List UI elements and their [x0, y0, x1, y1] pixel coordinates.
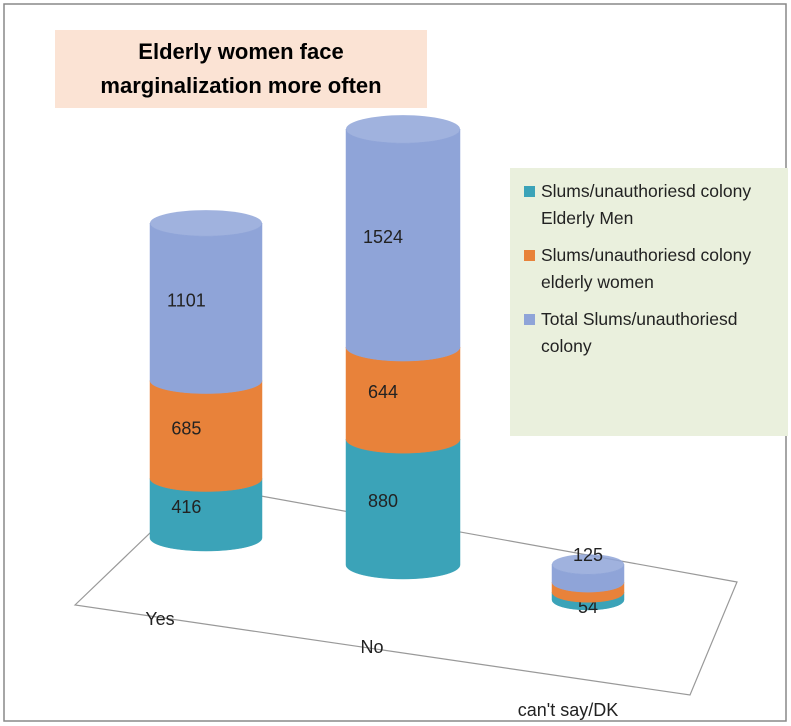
bar-segment [149, 380, 263, 492]
cylinder-cap [346, 115, 460, 144]
data-label: 1524 [363, 227, 403, 247]
x-tick-label: can't say/DK [518, 700, 618, 720]
data-label: 685 [171, 418, 201, 438]
legend-swatch [524, 250, 535, 261]
data-label: 125 [573, 545, 603, 565]
data-label: 1101 [167, 291, 206, 311]
cylinder-cap [552, 554, 624, 575]
legend-swatch [524, 314, 535, 325]
legend-entry: Total Slums/unauthoriesd colony [524, 306, 788, 360]
data-label: 416 [171, 497, 201, 517]
legend-label: Slums/unauthoriesd colony elderly women [541, 245, 752, 292]
x-tick-label: Yes [145, 609, 174, 629]
bar-segment [345, 439, 461, 580]
legend-label: Total Slums/unauthoriesd colony [541, 309, 738, 356]
legend-entry: Slums/unauthoriesd colony elderly women [524, 242, 788, 296]
legend: Slums/unauthoriesd colony Elderly Men Slu… [510, 168, 788, 436]
legend-swatch [524, 186, 535, 197]
chart-title: Elderly women face marginalization more … [55, 30, 427, 108]
legend-entry: Slums/unauthoriesd colony Elderly Men [524, 178, 788, 232]
legend-label: Slums/unauthoriesd colony Elderly Men [541, 181, 752, 228]
data-label: 644 [368, 382, 398, 402]
x-tick-label: No [360, 637, 383, 657]
cylinder-cap [150, 210, 262, 237]
data-label: 880 [368, 491, 398, 511]
bar-segment [345, 347, 461, 454]
